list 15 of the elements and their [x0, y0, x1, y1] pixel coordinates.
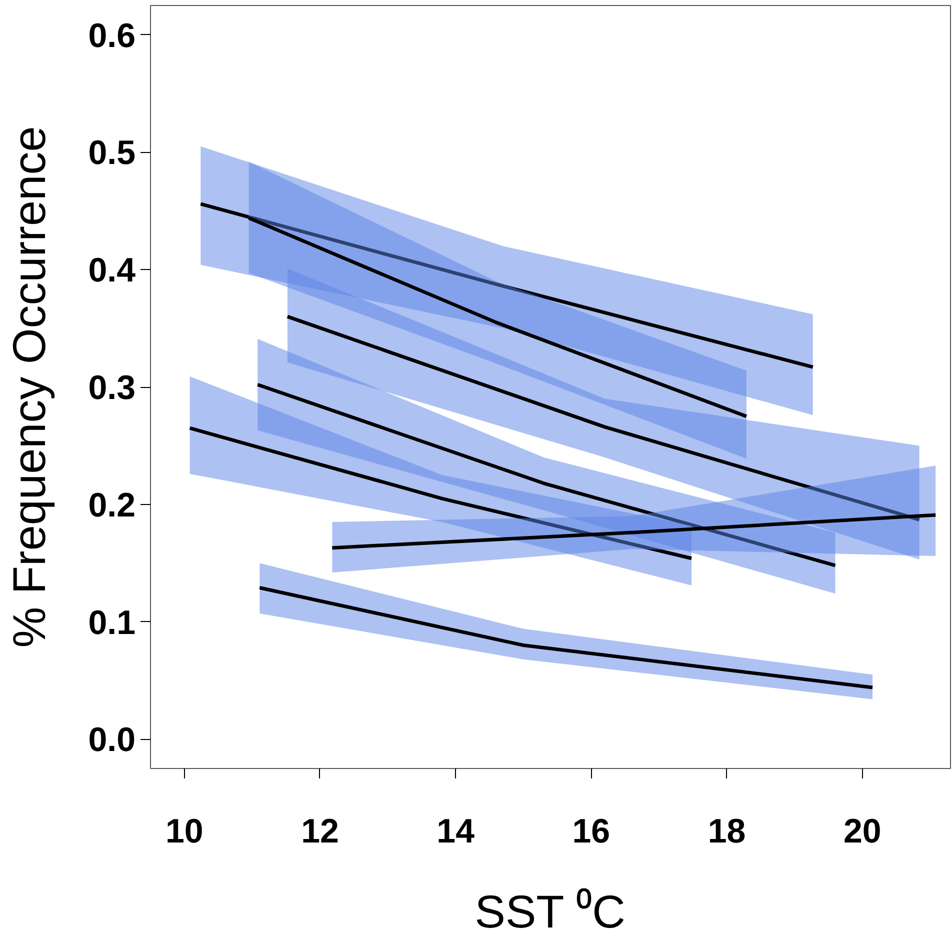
x-tick-label: 12: [301, 812, 339, 850]
y-tick-label: 0.2: [88, 486, 136, 524]
x-tick-label: 18: [708, 812, 746, 850]
y-tick-label: 0.6: [88, 16, 136, 55]
x-axis-title: SST ⁰C: [474, 886, 626, 938]
y-tick-label: 0.0: [88, 721, 136, 760]
x-tick-label: 10: [165, 812, 204, 850]
y-tick-label: 0.1: [88, 604, 136, 642]
y-axis-title: % Frequency Occurrence: [3, 126, 56, 648]
y-tick-label: 0.3: [88, 369, 136, 407]
x-tick-label: 16: [572, 812, 610, 850]
x-tick-label: 20: [843, 812, 882, 850]
y-tick-label: 0.5: [88, 134, 136, 172]
y-tick-label: 0.4: [88, 252, 136, 290]
x-tick-label: 14: [436, 812, 475, 850]
